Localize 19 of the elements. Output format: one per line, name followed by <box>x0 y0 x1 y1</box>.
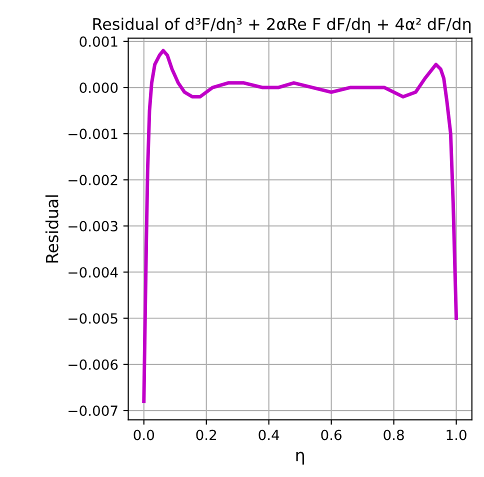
x-tick-label: 0.8 <box>384 430 404 440</box>
x-axis-title: η <box>296 452 304 465</box>
chart-title: Residual of d³F/dη³ + 2αRe F dF/dη + 4α² dF/dη <box>93 18 471 34</box>
x-tick-label: 0.0 <box>134 430 154 440</box>
y-tick-label: −0.002 <box>68 174 118 186</box>
x-tick-label: 0.6 <box>321 430 342 440</box>
line-series <box>142 48 458 404</box>
y-tick-label: −0.006 <box>68 359 118 370</box>
y-tick-label: −0.001 <box>68 128 118 140</box>
y-tick-label: 0.000 <box>80 82 118 94</box>
y-axis-title: Residual <box>45 195 58 263</box>
y-tick-label: −0.004 <box>68 267 118 278</box>
y-tick-label: 0.001 <box>80 36 118 47</box>
y-tick-label: −0.005 <box>68 313 118 324</box>
x-tick-label: 0.4 <box>258 430 280 440</box>
y-tick-label: −0.007 <box>68 406 118 416</box>
x-tick-label: 1.0 <box>446 430 466 440</box>
y-tick-label: −0.003 <box>68 220 118 232</box>
x-tick-label: 0.2 <box>196 430 216 440</box>
